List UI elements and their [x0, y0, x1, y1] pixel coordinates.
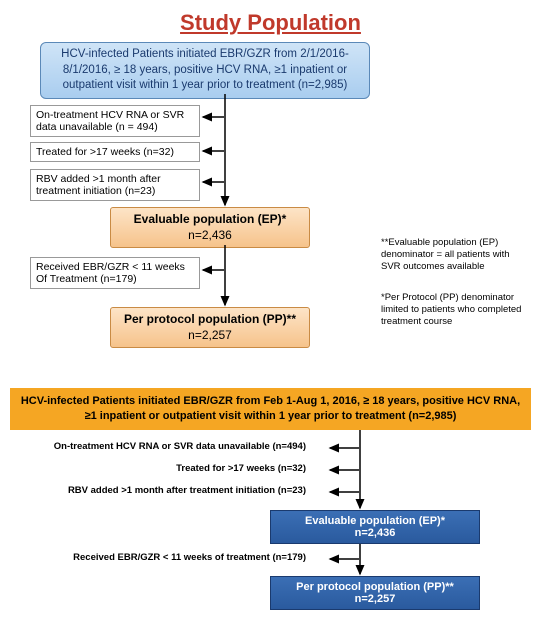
- ep2-label: Evaluable population (EP)*: [305, 515, 445, 527]
- pp-exc2: Received EBR/GZR < 11 weeks of treatment…: [73, 552, 306, 563]
- note-pp: *Per Protocol (PP) denominator limited t…: [381, 292, 531, 328]
- pp-n: n=2,257: [188, 328, 232, 342]
- flowchart-bottom: HCV-infected Patients initiated EBR/GZR …: [10, 388, 531, 610]
- ep-n: n=2,436: [188, 228, 232, 242]
- ep-box-2: Evaluable population (EP)* n=2,436: [270, 510, 480, 544]
- ep-box: Evaluable population (EP)* n=2,436: [110, 207, 310, 248]
- banner: HCV-infected Patients initiated EBR/GZR …: [10, 388, 531, 430]
- pp-label: Per protocol population (PP)**: [124, 312, 296, 326]
- exc2-1: On-treatment HCV RNA or SVR data unavail…: [54, 441, 306, 452]
- pp2-label: Per protocol population (PP)**: [296, 581, 454, 593]
- pp-exclusion: Received EBR/GZR < 11 weeks Of Treatment…: [30, 257, 200, 289]
- pp-box: Per protocol population (PP)** n=2,257: [110, 307, 310, 348]
- ep2-n: n=2,436: [355, 527, 396, 539]
- pp2-n: n=2,257: [355, 593, 396, 605]
- pp-box-2: Per protocol population (PP)** n=2,257: [270, 576, 480, 610]
- start-box: HCV-infected Patients initiated EBR/GZR …: [40, 42, 370, 99]
- ep-label: Evaluable population (EP)*: [134, 212, 287, 226]
- exclusion-2: Treated for >17 weeks (n=32): [30, 142, 200, 162]
- note-ep: **Evaluable population (EP) denominator …: [381, 237, 531, 273]
- exc2-3: RBV added >1 month after treatment initi…: [68, 485, 306, 496]
- page-title: Study Population: [10, 10, 531, 36]
- exclusion-3: RBV added >1 month after treatment initi…: [30, 169, 200, 201]
- exclusion-1: On-treatment HCV RNA or SVR data unavail…: [30, 105, 200, 137]
- exc2-2: Treated for >17 weeks (n=32): [176, 463, 306, 474]
- flowchart-top: HCV-infected Patients initiated EBR/GZR …: [10, 42, 531, 382]
